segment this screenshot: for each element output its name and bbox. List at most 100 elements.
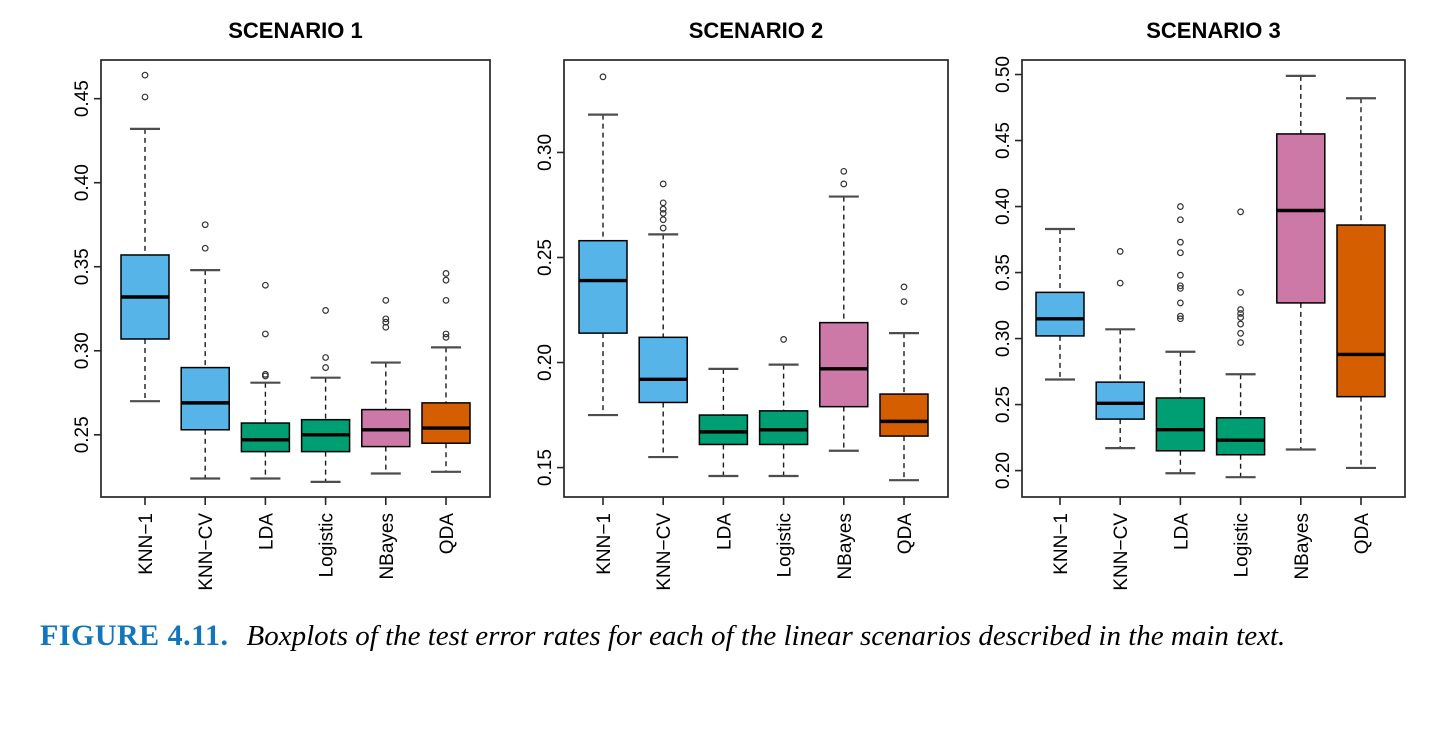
outlier-point (442, 270, 450, 277)
y-axis-tick-label: 0.20 (993, 452, 1014, 489)
panel-title: SCENARIO 3 (1146, 18, 1280, 43)
x-axis-category-label: KNN−1 (136, 513, 157, 575)
outlier-point (262, 281, 269, 289)
plot-frame (100, 59, 491, 498)
x-axis-category-label: KNN−CV (196, 513, 217, 591)
outlier-point (659, 224, 667, 232)
x-axis-category-label: Logistic (775, 513, 796, 577)
outlier-point (900, 298, 908, 306)
y-axis-tick-label: 0.45 (993, 122, 1014, 159)
x-axis-category-label: NBayes (377, 513, 398, 580)
outlier-point (1176, 203, 1184, 210)
outlier-point (1176, 312, 1184, 320)
outlier-point (1237, 306, 1244, 313)
outlier-point (382, 315, 390, 323)
outlier-point (1237, 339, 1244, 346)
panel-scenario-1: SCENARIO 1 0.25 0.30 0.35 0.40 0.45 KNN−1 KNN−C… (72, 18, 491, 591)
outlier-point (382, 296, 390, 304)
iqr-box (421, 402, 471, 444)
boxplot-logistic (1215, 208, 1266, 479)
y-axis-tick-label: 0.50 (993, 56, 1014, 93)
outlier-point (442, 333, 450, 341)
panel-title: SCENARIO 2 (689, 18, 823, 43)
figure-label: FIGURE 4.11. (40, 619, 229, 652)
outlier-point (1237, 288, 1244, 296)
outlier-point (1176, 315, 1184, 323)
y-axis-tick-label: 0.15 (535, 449, 556, 486)
outlier-point (1176, 216, 1184, 224)
outlier-point (1176, 271, 1184, 279)
boxplot-qda (879, 283, 929, 482)
outlier-point (1176, 285, 1184, 292)
x-axis-category-label: KNN−1 (594, 513, 615, 575)
outlier-point (201, 244, 209, 252)
outlier-point (659, 199, 667, 207)
x-axis-category-label: KNN−1 (1051, 513, 1072, 575)
boxplot-knn-cv (638, 180, 688, 459)
outlier-point (659, 209, 667, 217)
outlier-point (442, 330, 450, 338)
x-axis-category-label: QDA (437, 513, 458, 555)
x-axis-category-label: LDA (256, 513, 277, 550)
y-axis-tick-label: 0.30 (993, 320, 1014, 357)
x-axis-category-label: KNN−CV (1111, 513, 1132, 591)
iqr-box (1336, 224, 1386, 398)
outlier-point (322, 354, 330, 361)
boxplot-logistic (300, 307, 351, 483)
panel-title: SCENARIO 1 (228, 18, 362, 43)
outlier-point (1237, 310, 1244, 317)
outlier-point (659, 216, 667, 224)
outlier-point (659, 180, 667, 188)
outlier-point (1237, 314, 1244, 321)
outlier-point (1237, 329, 1244, 337)
outlier-point (322, 364, 330, 371)
x-axis-category-label: KNN−CV (654, 513, 675, 591)
plot-frame (1021, 59, 1406, 498)
caption-text: Boxplots of the test error rates for eac… (246, 620, 1286, 652)
y-axis-tick-label: 0.25 (993, 386, 1014, 423)
boxplot-lda (698, 367, 749, 478)
outlier-point (900, 283, 908, 291)
boxplot-knn-1 (1035, 227, 1085, 381)
outlier-point (1176, 299, 1184, 307)
iqr-box (1276, 133, 1326, 304)
outlier-point (840, 167, 848, 175)
outlier-point (262, 330, 269, 338)
boxplot-figure: SCENARIO 1 0.25 0.30 0.35 0.40 0.45 KNN−1 KNN−C… (72, 18, 1406, 591)
y-axis-tick-label: 0.25 (72, 416, 93, 453)
outlier-point (1237, 208, 1244, 216)
iqr-box (1035, 291, 1085, 337)
iqr-box (1215, 417, 1266, 456)
outlier-point (1116, 279, 1124, 287)
outlier-point (840, 180, 848, 188)
x-axis-category-label: Logistic (317, 513, 338, 577)
y-axis-tick-label: 0.40 (993, 188, 1014, 225)
boxplot-nbayes (361, 296, 411, 475)
outlier-point (382, 318, 390, 326)
boxplot-knn-1 (120, 71, 170, 403)
x-axis-category-label: Logistic (1232, 513, 1253, 577)
outlier-point (599, 73, 607, 81)
boxplot-knn-1 (578, 73, 628, 417)
y-axis-tick-label: 0.45 (72, 80, 93, 117)
panel-scenario-2: SCENARIO 2 0.15 0.20 0.25 0.30 KNN−1 KNN−CV LDA… (535, 18, 949, 591)
outlier-point (1176, 238, 1184, 246)
x-axis-category-label: QDA (895, 513, 916, 555)
y-axis-tick-label: 0.30 (535, 134, 556, 171)
boxplot-lda (1155, 203, 1206, 475)
iqr-box (1155, 397, 1206, 452)
iqr-box (240, 422, 291, 453)
x-axis-category-label: NBayes (1292, 513, 1313, 580)
boxplot-nbayes (819, 167, 869, 452)
iqr-box (879, 393, 929, 437)
iqr-box (638, 336, 688, 404)
boxplot-knn-cv (1095, 248, 1145, 450)
outlier-point (201, 221, 209, 229)
outlier-point (442, 276, 450, 284)
x-axis-category-label: QDA (1352, 513, 1373, 555)
outlier-point (1237, 320, 1244, 328)
outlier-point (442, 296, 450, 304)
boxplot-nbayes (1276, 74, 1326, 451)
iqr-box (698, 414, 749, 446)
